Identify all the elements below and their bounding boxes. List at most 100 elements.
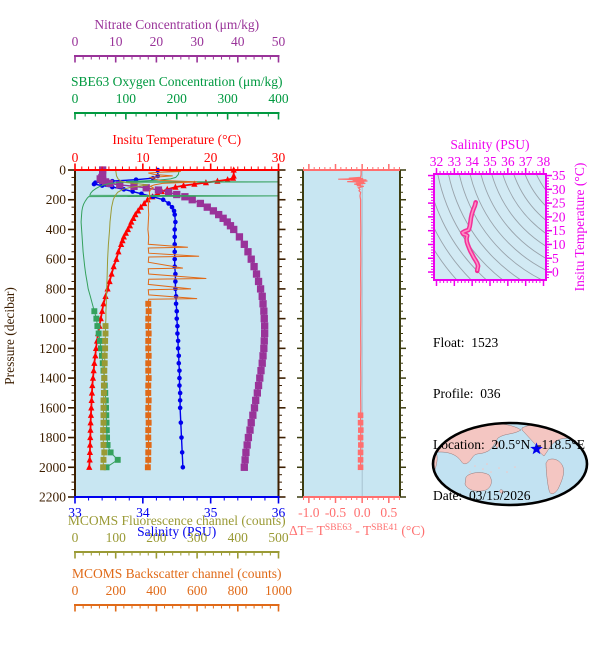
delta-t-axis-title: ΔT= TSBE63 - TSBE41 (°C) [289,523,425,538]
ts-salinity-tick-label: 36 [501,154,515,169]
salinity-tick-label: 34 [136,505,150,520]
series-delta-t [338,170,368,471]
nitrate-axis-title: Nitrate Concentration (μm/kg) [94,17,259,32]
nitrate-tick-label: 0 [72,34,79,49]
pressure-tick-label: 1600 [39,400,66,415]
backscatter-axis: 0 200 400 600 800 1000 MCOMS Backscatter chann… [72,566,292,612]
pressure-tick-label: 200 [46,192,67,207]
float-info-line-float: Float: 1523 [433,335,499,350]
pressure-tick-label: 600 [46,252,67,267]
fluorescence-line [102,169,149,468]
ts-temperature-tick-label: 35 [552,168,566,183]
ts-salinity-tick-label: 32 [430,154,444,169]
fluorescence-tick-label: 500 [268,530,289,545]
float-info-block: Float: 1523 Profile: 036 Location: 20.5°… [433,300,585,538]
ts-temperature-tick-label: 30 [552,182,566,197]
salinity-tick-label: 36 [272,505,286,520]
nitrate-axis: 0 10 20 30 40 50 Nitrate Concentration (μm/kg) [72,17,286,63]
ts-temperature-tick-label: 25 [552,196,566,211]
fluorescence-tick-label: 300 [187,530,208,545]
ts-temperature-tick-label: 10 [552,237,566,252]
nitrate-tick-label: 50 [272,34,286,49]
temperature-tick-label: 10 [136,150,150,165]
ts-salinity-tick-label: 33 [448,154,462,169]
map-island [486,463,488,465]
ts-temperature-tick-label: 0 [552,265,559,280]
oxygen-tick-label: 300 [218,91,239,106]
temperature-axis: 0 10 20 30 Insitu Temperature (°C) [72,132,286,171]
float-position-star-icon [530,442,543,455]
pressure-tick-label: 1800 [39,430,66,445]
oxygen-axis-title: SBE63 Oxygen Concentration (μm/kg) [71,74,283,89]
oxygen-tick-label: 400 [268,91,289,106]
ts-salinity-tick-label: 37 [519,154,533,169]
oxygen-tick-label: 200 [167,91,188,106]
fluorescence-axis: 0 100 200 300 400 500 MCOMS Fluorescence chann… [68,513,289,559]
backscatter-tick-label: 200 [106,583,127,598]
nitrate-tick-label: 20 [150,34,164,49]
salinity-tick-label: 33 [68,505,82,520]
delta-t-line [338,170,368,468]
pressure-tick-label: 1400 [39,371,66,386]
map-island [490,471,492,473]
map-island [469,471,471,473]
ts-salinity-tick-label: 34 [465,154,479,169]
delta-t-background [303,170,400,497]
fluorescence-tick-label: 0 [72,530,79,545]
backscatter-axis-title: MCOMS Backscatter channel (counts) [72,566,282,581]
series-backscatter [144,169,207,471]
pressure-tick-label: 400 [46,222,67,237]
float-info-line-date: Date: 03/15/2026 [433,488,531,503]
temperature-tick-label: 20 [204,150,218,165]
fluorescence-tick-label: 400 [228,530,249,545]
backscatter-tick-label: 400 [146,583,167,598]
nitrate-tick-label: 40 [231,34,245,49]
temperature-tick-label: 0 [72,150,79,165]
ts-diagram: 32 33 34 35 36 37 38 Salinity (PSU) 051015202530… [428,137,587,292]
map-land-new-zealand [499,489,504,494]
ts-temperature-title: Insitu Temperature (°C) [572,163,587,292]
oxygen-tick-label: 0 [72,91,79,106]
map-land-south-america [545,458,564,494]
ts-temperature-tick-label: 15 [552,223,566,238]
delta-t-tick-label: -0.5 [325,505,347,520]
series-fluorescence [100,169,149,471]
map-outline [431,421,589,507]
fluorescence-tick-label: 200 [146,530,167,545]
map-island [506,471,508,473]
pressure-axis: 0 200 400 600 800 1000 1200 1400 1600 1800 2000 220… [2,163,286,505]
salinity-axis: 33 34 35 36 Salinity (PSU) [68,496,286,539]
oxygen-tick-label: 100 [116,91,137,106]
ts-curve-core [461,202,479,272]
map-land-japan [495,440,500,449]
pressure-tick-label: 2000 [39,460,66,475]
pressure-tick-label: 0 [59,163,66,178]
map-island [498,467,500,469]
delta-t-tick-label: 0.0 [354,505,371,520]
main-profile-plot: 0200400600800100012001400160018002000220… [2,17,292,612]
delta-t-tick-label: 0.5 [380,505,397,520]
backscatter-tick-label: 800 [228,583,249,598]
map-island [474,465,476,467]
pressure-tick-label: 2200 [39,490,66,505]
ts-temperature-tick-label: 20 [552,209,566,224]
float-info-line-profile: Profile: 036 [433,386,501,401]
backscatter-tick-label: 1000 [265,583,292,598]
ts-temperature-tick-label: 5 [552,251,559,266]
pressure-tick-label: 1000 [39,311,66,326]
backscatter-tick-label: 0 [72,583,79,598]
delta-t-tick-label: -1.0 [298,505,320,520]
temperature-tick-label: 30 [272,150,286,165]
temperature-axis-title: Insitu Temperature (°C) [112,132,241,147]
delta-t-plot: -1.0 -0.5 0.0 0.5 ΔT= TSBE63 - TSBE41 (°C) [289,164,425,538]
pressure-tick-label: 800 [46,281,67,296]
map-land-australia [464,472,492,492]
nitrate-tick-label: 30 [190,34,204,49]
pressure-tick-label: 1200 [39,341,66,356]
pressure-axis-title: Pressure (decibar) [2,287,17,385]
fluorescence-axis-title: MCOMS Fluorescence channel (counts) [68,513,286,528]
fluorescence-tick-label: 100 [106,530,127,545]
oxygen-line [80,169,278,468]
